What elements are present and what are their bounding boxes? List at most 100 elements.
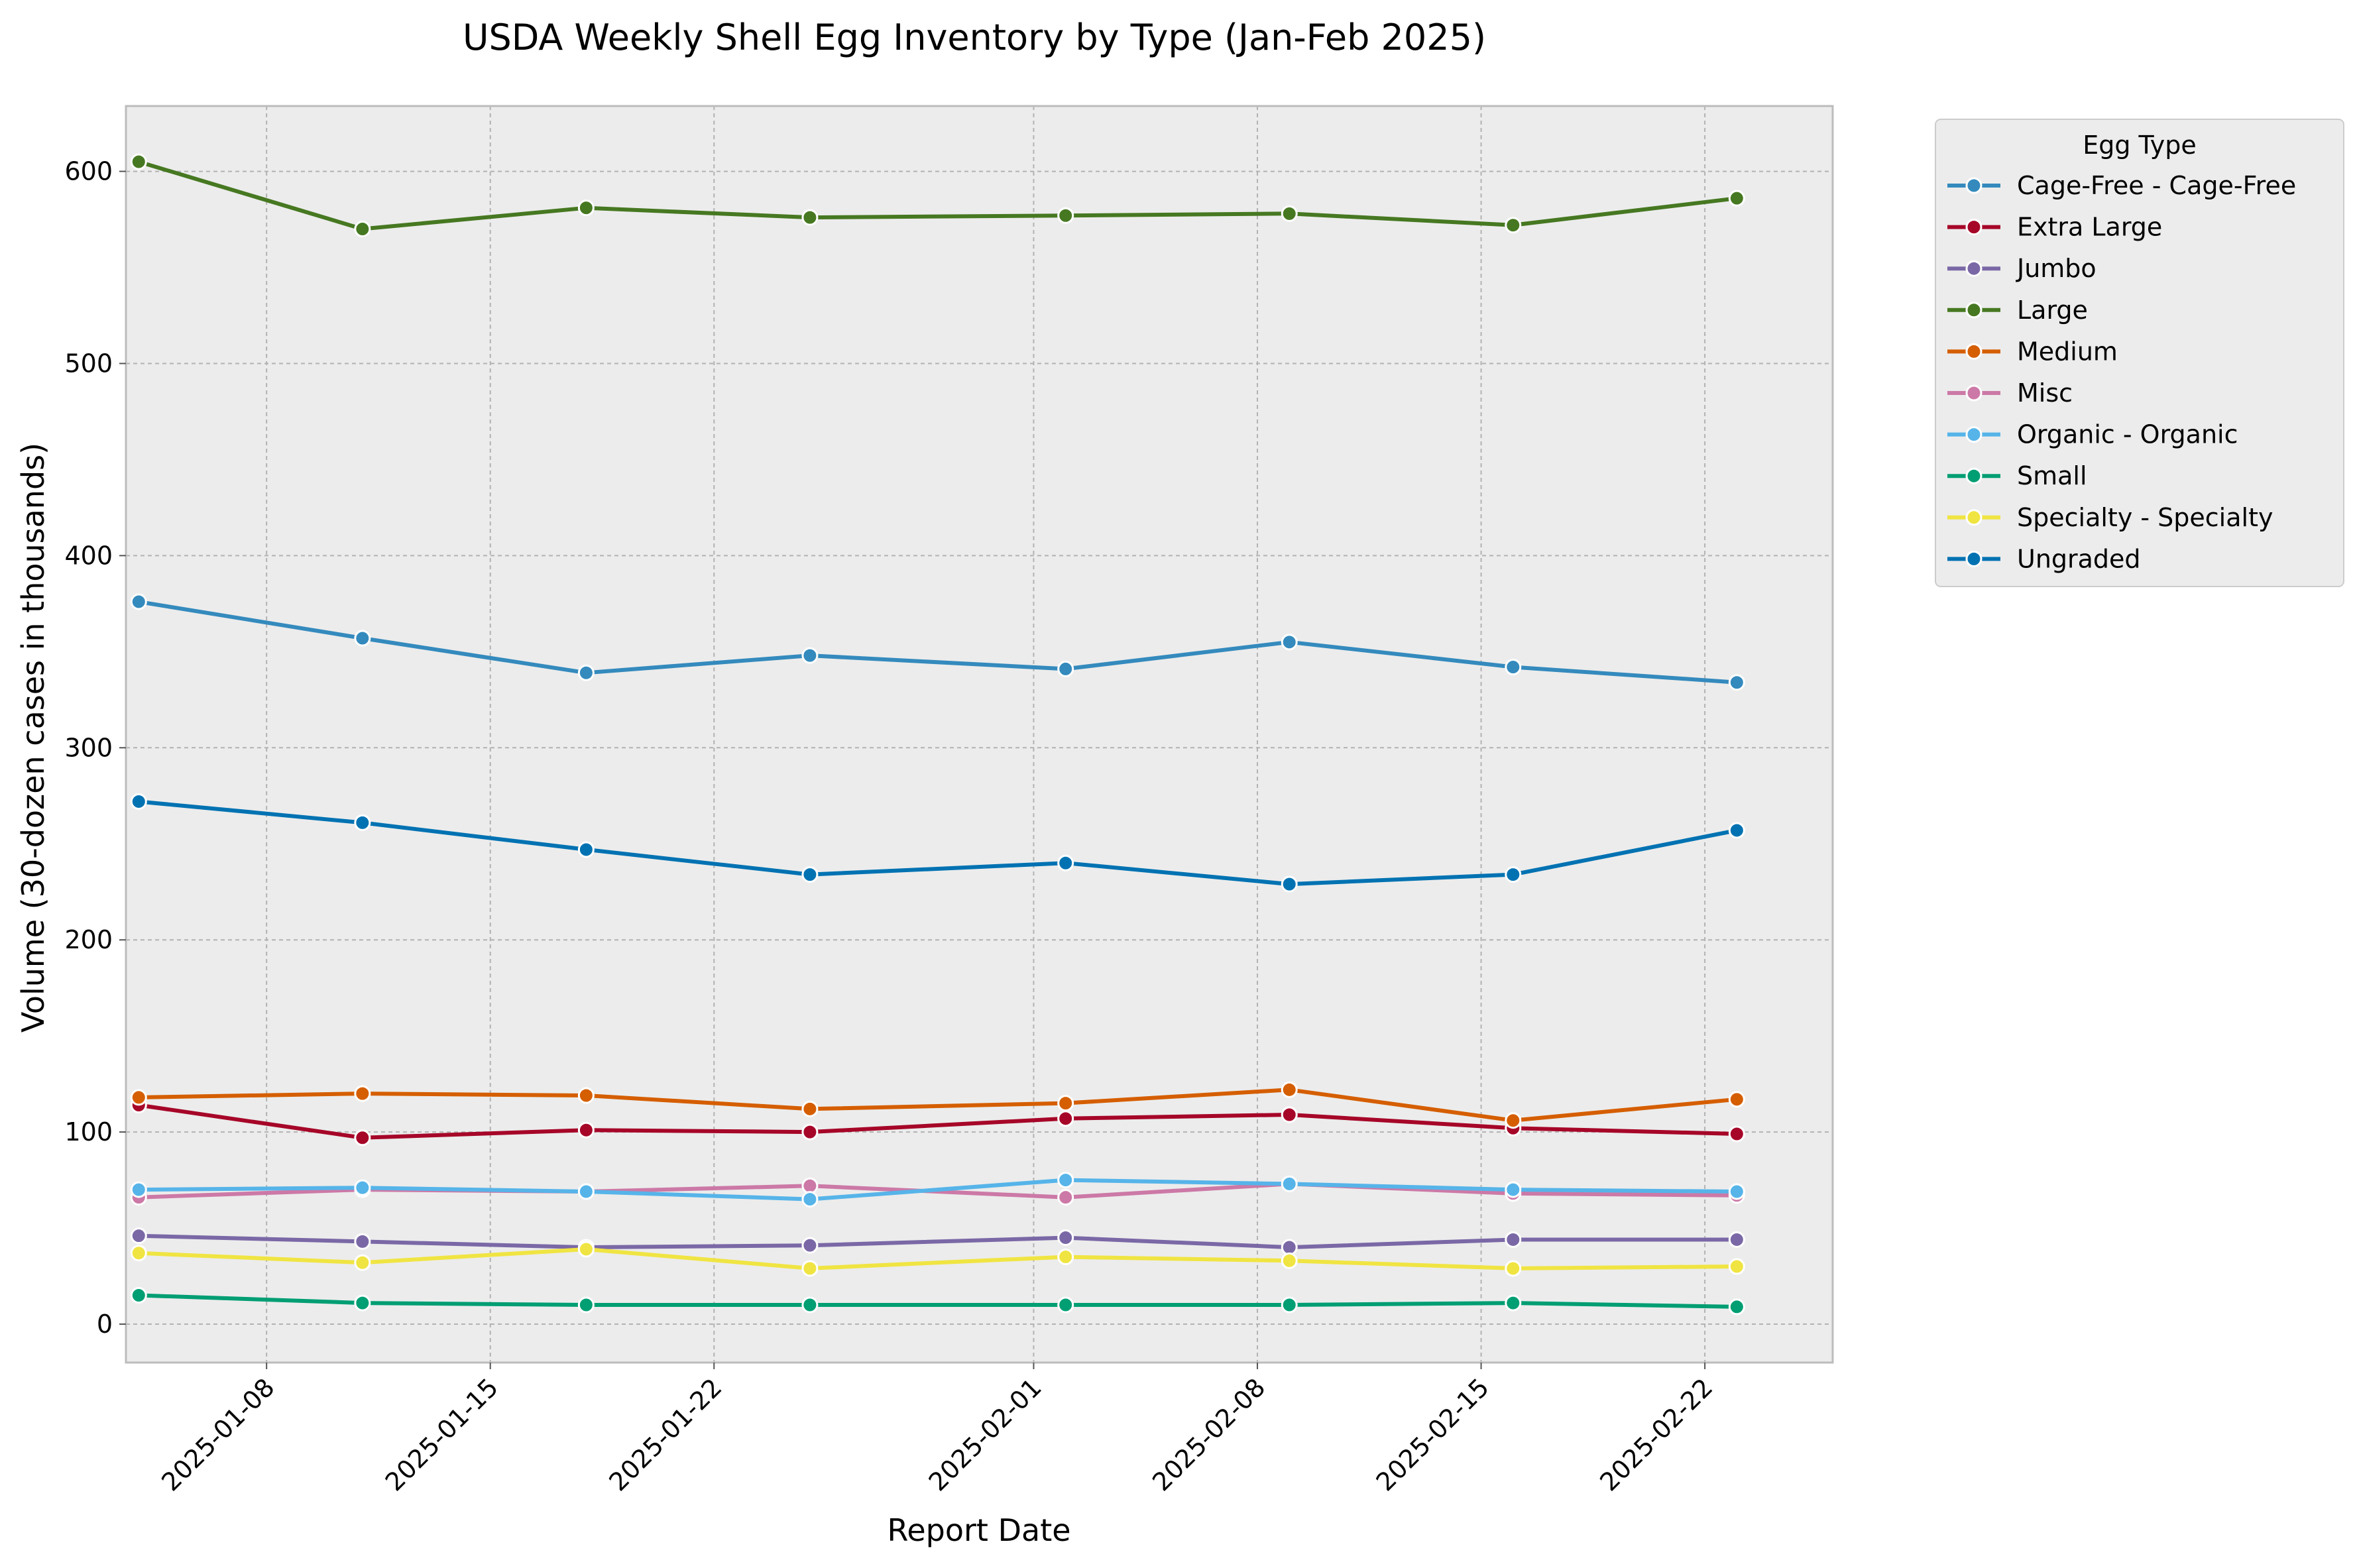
data-point — [1057, 1296, 1074, 1314]
data-point — [1505, 1260, 1522, 1277]
data-point — [577, 1296, 595, 1314]
data-point — [354, 1179, 371, 1196]
legend-label: Specialty - Specialty — [2017, 503, 2273, 532]
series-ungraded — [130, 793, 1745, 893]
series-line — [137, 1293, 1739, 1309]
data-point — [354, 814, 371, 831]
legend-item: Cage-Free - Cage-Free — [1947, 171, 2296, 200]
legend-label: Small — [2017, 461, 2087, 490]
legend-item: Medium — [1947, 337, 2118, 366]
data-point — [1281, 205, 1298, 222]
legend-label: Medium — [2017, 337, 2118, 366]
y-tick-label: 500 — [64, 349, 113, 378]
legend-swatch-marker — [1965, 550, 1982, 567]
data-point — [354, 1129, 371, 1147]
legend-item: Ungraded — [1947, 544, 2141, 573]
data-point — [130, 153, 147, 170]
legend-item: Large — [1947, 296, 2088, 325]
data-point — [1057, 1229, 1074, 1247]
y-tick-label: 100 — [64, 1117, 113, 1147]
data-point — [1281, 1081, 1298, 1098]
data-point — [354, 1294, 371, 1312]
legend: Egg Type Cage-Free - Cage-Free Extra Large… — [1935, 119, 2344, 587]
data-point — [801, 1237, 819, 1254]
data-point — [1505, 866, 1522, 883]
data-point — [354, 221, 371, 238]
series-line — [137, 1233, 1739, 1250]
data-point — [130, 1245, 147, 1262]
data-point — [1505, 1294, 1522, 1312]
legend-swatch-marker — [1965, 302, 1982, 319]
series-line — [137, 799, 1739, 887]
data-point — [1057, 207, 1074, 224]
data-point — [1281, 875, 1298, 893]
data-point — [1057, 854, 1074, 871]
legend-label: Jumbo — [2016, 254, 2097, 283]
data-point — [1728, 1183, 1745, 1200]
data-point — [354, 1233, 371, 1250]
series-cage-free-cage-free — [130, 593, 1745, 691]
data-point — [1728, 822, 1745, 839]
data-point — [1057, 1249, 1074, 1266]
legend-label: Ungraded — [2017, 544, 2141, 573]
legend-swatch-marker — [1965, 384, 1982, 402]
legend-title: Egg Type — [2083, 131, 2197, 160]
x-axis-label: Report Date — [887, 1512, 1070, 1548]
data-point — [1728, 1231, 1745, 1248]
data-point — [1505, 1231, 1522, 1248]
series-line — [137, 1088, 1739, 1123]
legend-item: Specialty - Specialty — [1947, 503, 2273, 532]
data-point — [1057, 1189, 1074, 1206]
legend-item: Jumbo — [1947, 254, 2097, 283]
data-point — [577, 841, 595, 858]
data-point — [1057, 1095, 1074, 1112]
legend-swatch-marker — [1965, 219, 1982, 236]
data-point — [801, 1123, 819, 1141]
data-point — [1281, 634, 1298, 651]
x-tick-label: 2025-02-22 — [1594, 1372, 1718, 1496]
legend-item: Small — [1947, 461, 2087, 490]
data-point — [577, 199, 595, 217]
data-point — [801, 647, 819, 664]
data-point — [1281, 1175, 1298, 1192]
legend-swatch-marker — [1965, 467, 1982, 484]
series-line — [137, 1178, 1739, 1202]
data-point — [354, 630, 371, 647]
data-point — [1281, 1252, 1298, 1269]
data-point — [1728, 190, 1745, 207]
x-axis-ticks: 2025-01-08 2025-01-15 2025-01-22 2025-02-01… — [156, 1363, 1718, 1497]
data-point — [354, 1254, 371, 1271]
data-point — [1728, 1125, 1745, 1143]
series-line — [137, 600, 1739, 685]
series-specialty-specialty — [130, 1241, 1745, 1277]
data-point — [1728, 1298, 1745, 1316]
y-axis-ticks: 0 100 200 300 400 500 600 — [64, 157, 126, 1339]
data-point — [1728, 674, 1745, 691]
y-tick-label: 400 — [64, 541, 113, 570]
legend-label: Cage-Free - Cage-Free — [2017, 171, 2296, 200]
y-tick-label: 0 — [97, 1310, 113, 1339]
data-point — [577, 1241, 595, 1258]
data-point — [1057, 1110, 1074, 1127]
legend-swatch-marker — [1965, 177, 1982, 194]
data-point — [801, 1191, 819, 1208]
data-point — [1505, 1181, 1522, 1198]
legend-label: Organic - Organic — [2017, 420, 2238, 449]
x-tick-label: 2025-01-22 — [603, 1372, 727, 1496]
series-layer — [130, 153, 1745, 1316]
legend-item: Extra Large — [1947, 213, 2162, 242]
series-line — [137, 1247, 1739, 1270]
data-point — [130, 1089, 147, 1106]
data-point — [1505, 217, 1522, 234]
series-line — [137, 1103, 1739, 1140]
data-point — [577, 1183, 595, 1200]
series-medium — [130, 1081, 1745, 1129]
y-tick-label: 600 — [64, 157, 113, 186]
y-tick-label: 300 — [64, 733, 113, 762]
legend-swatch-marker — [1965, 509, 1982, 526]
data-point — [1505, 659, 1522, 676]
data-point — [801, 1260, 819, 1277]
chart-title: USDA Weekly Shell Egg Inventory by Type … — [463, 17, 1486, 58]
legend-item: Misc — [1947, 378, 2073, 408]
data-point — [1505, 1112, 1522, 1129]
